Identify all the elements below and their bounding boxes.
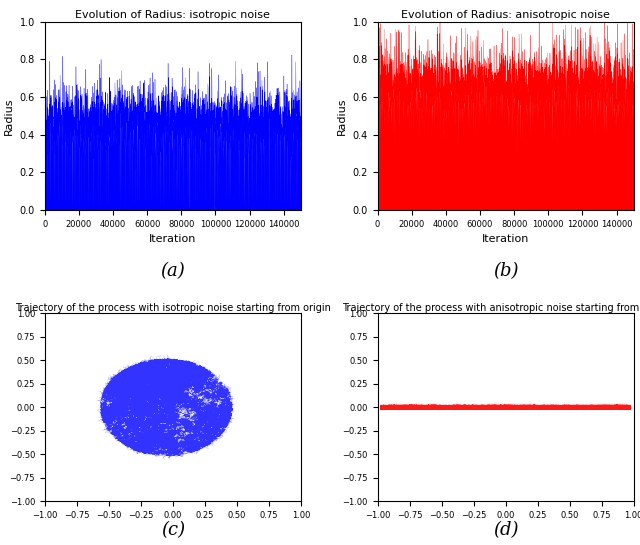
Y-axis label: Radius: Radius bbox=[4, 97, 14, 135]
Text: (b): (b) bbox=[493, 262, 518, 280]
Title: Evolution of Radius: anisotropic noise: Evolution of Radius: anisotropic noise bbox=[401, 10, 610, 20]
Title: Evolution of Radius: isotropic noise: Evolution of Radius: isotropic noise bbox=[76, 10, 270, 20]
Title: Trajectory of the process with isotropic noise starting from origin: Trajectory of the process with isotropic… bbox=[15, 302, 331, 312]
X-axis label: Iteration: Iteration bbox=[482, 234, 529, 244]
Text: (a): (a) bbox=[161, 262, 185, 280]
Text: (c): (c) bbox=[161, 521, 185, 539]
Title: Trajectory of the process with anisotropic noise starting from origin: Trajectory of the process with anisotrop… bbox=[342, 302, 640, 312]
Text: (d): (d) bbox=[493, 521, 518, 539]
Y-axis label: Radius: Radius bbox=[337, 97, 347, 135]
X-axis label: Iteration: Iteration bbox=[149, 234, 196, 244]
